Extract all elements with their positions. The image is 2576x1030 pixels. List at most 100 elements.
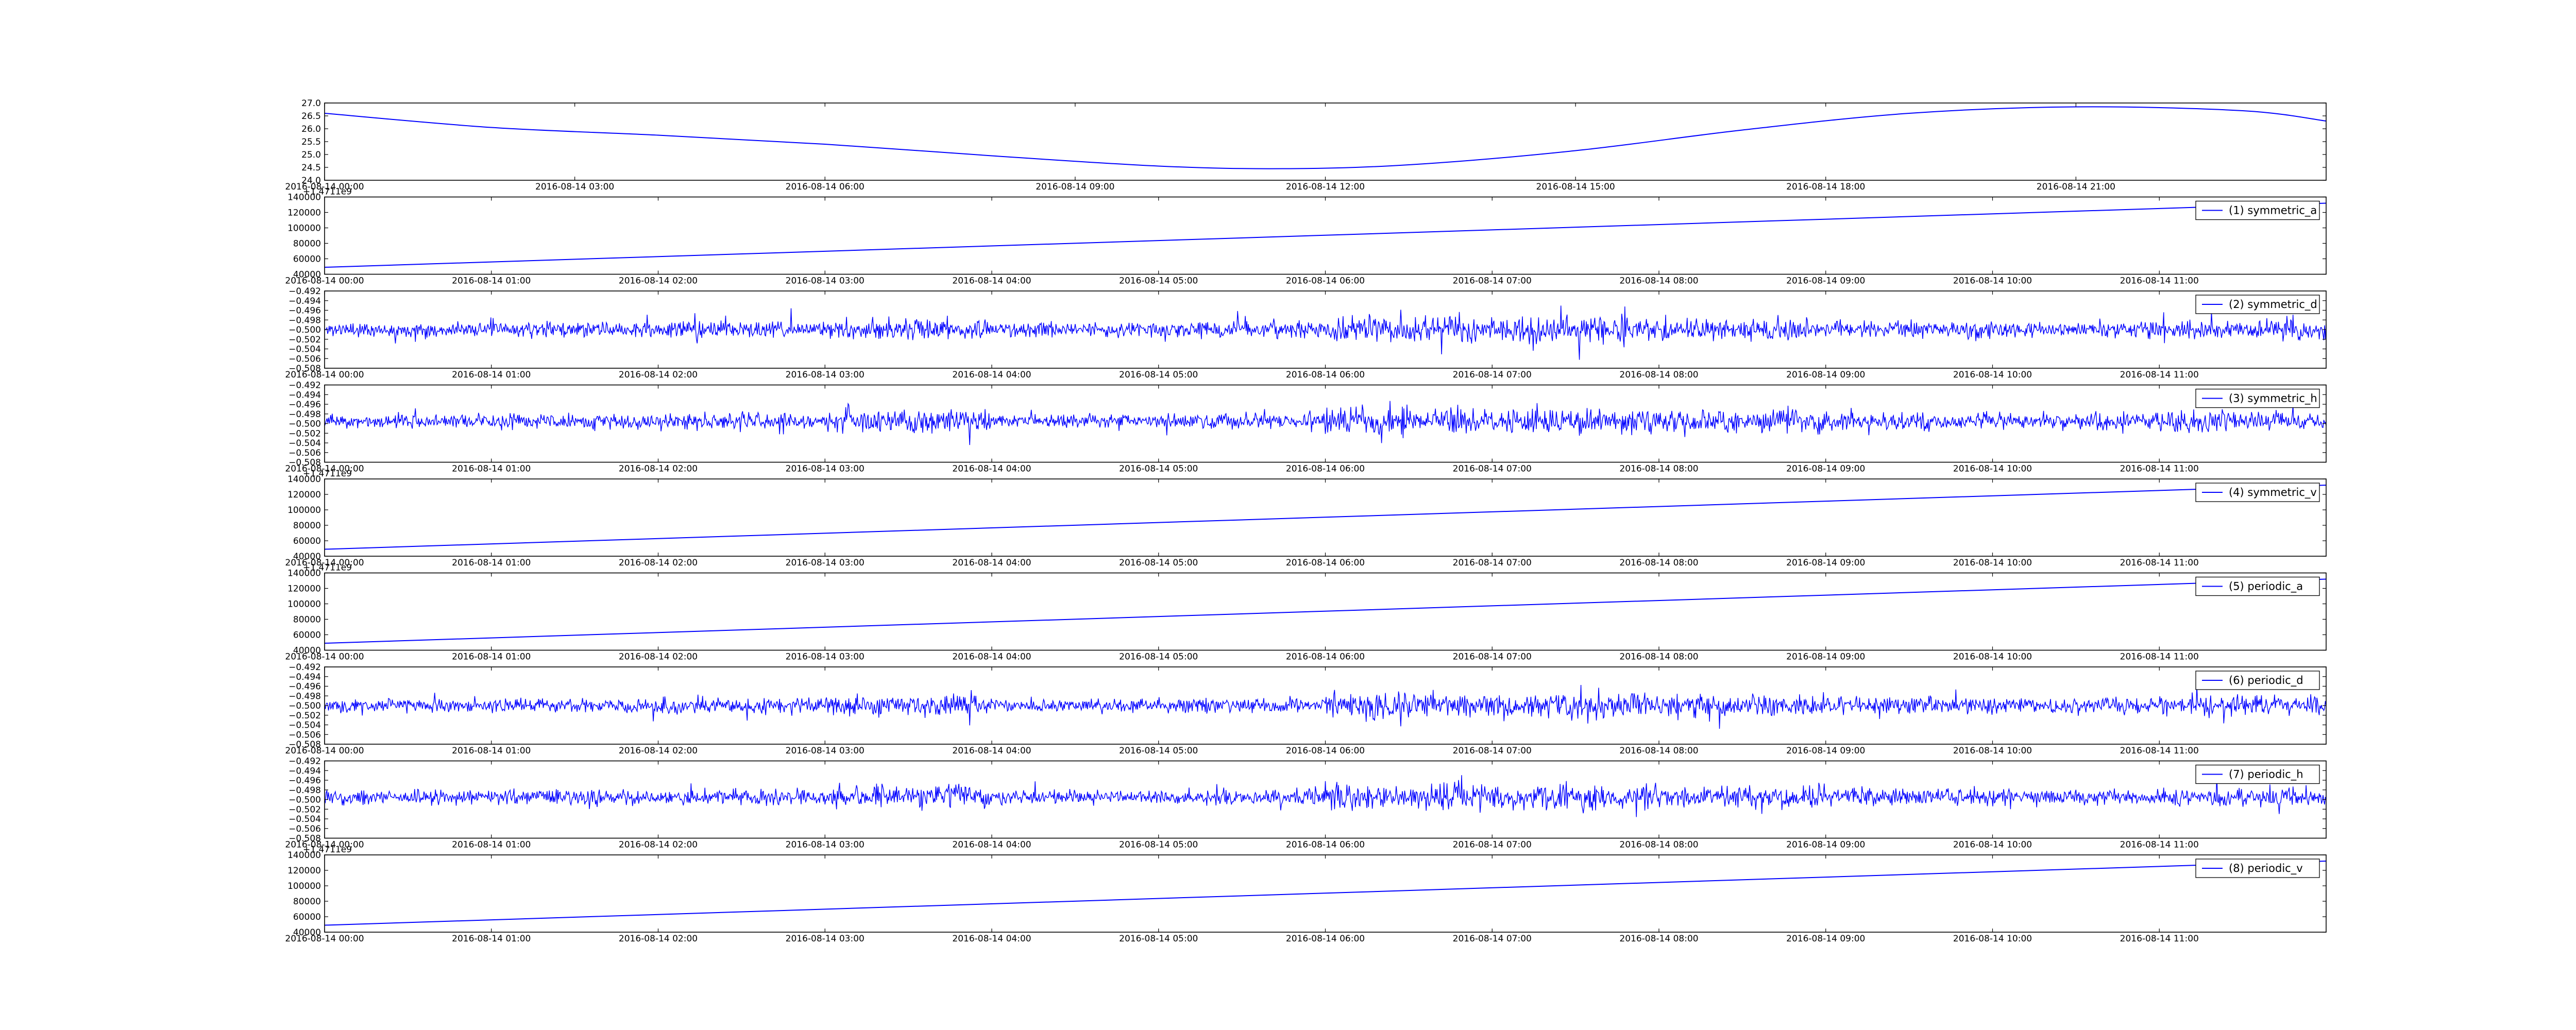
y-tick-label: −0.504 — [289, 345, 321, 355]
y-tick-label: −0.506 — [289, 354, 321, 364]
x-tick-label: 2016-08-14 06:00 — [1286, 746, 1365, 756]
series-line — [325, 401, 2326, 445]
legend: (6) periodic_d — [2195, 671, 2320, 690]
x-tick-label: 2016-08-14 02:00 — [619, 464, 698, 474]
x-tick-label: 2016-08-14 15:00 — [1536, 182, 1615, 192]
x-tick-label: 2016-08-14 08:00 — [1619, 276, 1698, 286]
x-tick-label: 2016-08-14 11:00 — [2120, 464, 2199, 474]
x-tick-label: 2016-08-14 03:00 — [786, 652, 865, 662]
y-tick-label: −0.496 — [289, 776, 321, 786]
x-tick-label: 2016-08-14 05:00 — [1119, 934, 1198, 944]
subplot-8: 2016-08-14 00:00 2016-08-14 01:00 2016-08-… — [285, 757, 2327, 850]
x-tick-label: 2016-08-14 00:00 — [285, 370, 364, 380]
subplot-stack: 2016-08-14 00:00 2016-08-14 03:00 2016-08-… — [285, 98, 2327, 944]
x-tick-label: 2016-08-14 10:00 — [1953, 840, 2032, 850]
x-tick-label: 2016-08-14 11:00 — [2120, 840, 2199, 850]
x-tick-label: 2016-08-14 11:00 — [2120, 558, 2199, 568]
y-tick-label: −0.492 — [289, 286, 321, 297]
x-tick-label: 2016-08-14 01:00 — [452, 276, 531, 286]
series-line — [325, 684, 2326, 729]
y-tick-label: −0.502 — [289, 804, 321, 815]
legend: (8) periodic_v — [2195, 859, 2320, 878]
y-tick-label: −0.506 — [289, 824, 321, 834]
x-tick-label: 2016-08-14 10:00 — [1953, 464, 2032, 474]
x-tick-label: 2016-08-14 11:00 — [2120, 746, 2199, 756]
x-tick-label: 2016-08-14 00:00 — [285, 558, 364, 568]
y-tick-label: −0.508 — [289, 740, 321, 750]
legend-label: (3) symmetric_h — [2229, 392, 2317, 405]
legend: (1) symmetric_a — [2195, 200, 2320, 220]
x-tick-label: 2016-08-14 10:00 — [1953, 370, 2032, 380]
x-tick-label: 2016-08-14 11:00 — [2120, 652, 2199, 662]
subplot-1: 2016-08-14 00:00 2016-08-14 03:00 2016-08-… — [285, 98, 2327, 192]
x-tick-label: 2016-08-14 04:00 — [952, 276, 1031, 286]
x-tick-label: 2016-08-14 07:00 — [1453, 746, 1532, 756]
y-tick-label: 26.5 — [301, 111, 321, 122]
x-tick-label: 2016-08-14 07:00 — [1453, 840, 1532, 850]
y-tick-label: 100000 — [287, 599, 321, 610]
y-tick-label: −0.494 — [289, 672, 321, 682]
x-tick-label: 2016-08-14 05:00 — [1119, 276, 1198, 286]
y-tick-label: −0.506 — [289, 730, 321, 740]
x-tick-label: 2016-08-14 04:00 — [952, 464, 1031, 474]
series-line — [325, 305, 2326, 360]
x-tick-label: 2016-08-14 04:00 — [952, 558, 1031, 568]
y-tick-label: 40000 — [293, 552, 321, 562]
y-tick-label: 80000 — [293, 239, 321, 249]
x-tick-label: 2016-08-14 09:00 — [1786, 934, 1865, 944]
y-tick-label: −0.496 — [289, 682, 321, 692]
x-tick-label: 2016-08-14 11:00 — [2120, 934, 2199, 944]
x-tick-label: 2016-08-14 07:00 — [1453, 652, 1532, 662]
x-tick-label: 2016-08-14 09:00 — [1786, 558, 1865, 568]
x-tick-label: 2016-08-14 02:00 — [619, 370, 698, 380]
x-tick-label: 2016-08-14 06:00 — [786, 182, 865, 192]
y-tick-label: −0.500 — [289, 701, 321, 711]
x-tick-label: 2016-08-14 02:00 — [619, 746, 698, 756]
legend-label: (4) symmetric_v — [2229, 486, 2317, 499]
x-tick-label: 2016-08-14 00:00 — [285, 182, 364, 192]
x-tick-label: 2016-08-14 00:00 — [285, 840, 364, 850]
y-tick-label: −0.504 — [289, 438, 321, 449]
y-tick-label: −0.494 — [289, 296, 321, 306]
x-tick-label: 2016-08-14 03:00 — [786, 370, 865, 380]
x-tick-label: 2016-08-14 01:00 — [452, 840, 531, 850]
y-tick-label: 100000 — [287, 224, 321, 234]
y-tick-label: −0.504 — [289, 814, 321, 825]
y-tick-label: 100000 — [287, 881, 321, 891]
x-tick-label: 2016-08-14 00:00 — [285, 276, 364, 286]
legend-label: (6) periodic_d — [2229, 674, 2303, 687]
x-tick-label: 2016-08-14 05:00 — [1119, 840, 1198, 850]
y-tick-label: 140000 — [287, 569, 321, 579]
y-tick-label: 100000 — [287, 505, 321, 516]
x-tick-label: 2016-08-14 07:00 — [1453, 370, 1532, 380]
x-tick-label: 2016-08-14 07:00 — [1453, 276, 1532, 286]
x-tick-label: 2016-08-14 03:00 — [786, 746, 865, 756]
x-tick-label: 2016-08-14 08:00 — [1619, 652, 1698, 662]
x-tick-label: 2016-08-14 10:00 — [1953, 652, 2032, 662]
y-tick-label: 40000 — [293, 270, 321, 280]
x-tick-label: 2016-08-14 09:00 — [1786, 464, 1865, 474]
x-tick-label: 2016-08-14 05:00 — [1119, 370, 1198, 380]
x-tick-label: 2016-08-14 00:00 — [285, 652, 364, 662]
legend: (5) periodic_a — [2195, 576, 2320, 596]
series-line — [325, 774, 2326, 817]
x-tick-label: 2016-08-14 07:00 — [1453, 934, 1532, 944]
y-tick-label: −0.492 — [289, 757, 321, 767]
x-tick-label: 2016-08-14 08:00 — [1619, 746, 1698, 756]
y-tick-label: −0.498 — [289, 691, 321, 701]
y-tick-label: 40000 — [293, 646, 321, 656]
y-tick-label: −0.500 — [289, 419, 321, 430]
x-tick-label: 2016-08-14 03:00 — [786, 276, 865, 286]
y-tick-label: −0.502 — [289, 428, 321, 439]
x-tick-label: 2016-08-14 10:00 — [1953, 746, 2032, 756]
x-tick-label: 2016-08-14 03:00 — [786, 558, 865, 568]
x-tick-label: 2016-08-14 06:00 — [1286, 464, 1365, 474]
y-tick-label: 120000 — [287, 490, 321, 500]
subplot-9: 2016-08-14 00:00 2016-08-14 01:00 2016-08-… — [285, 845, 2327, 944]
x-tick-label: 2016-08-14 01:00 — [452, 652, 531, 662]
x-tick-label: 2016-08-14 03:00 — [786, 840, 865, 850]
y-tick-label: 120000 — [287, 866, 321, 876]
y-tick-label: 80000 — [293, 897, 321, 907]
